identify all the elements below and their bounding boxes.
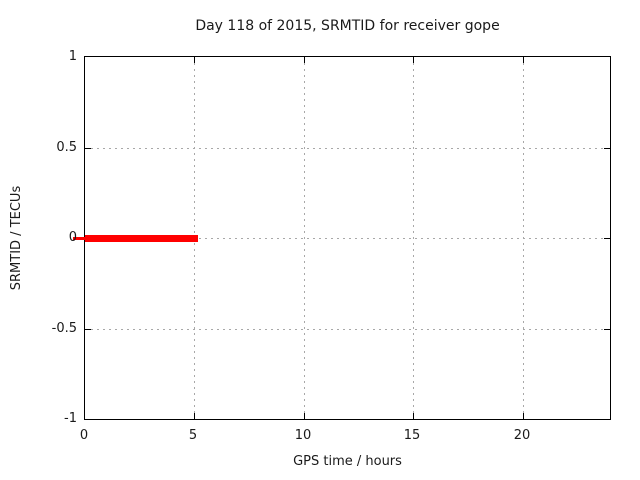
x-tick-label: 10 <box>294 428 312 443</box>
y-tick-right <box>604 329 610 330</box>
chart-title: Day 118 of 2015, SRMTID for receiver gop… <box>195 18 500 34</box>
x-tick-label: 5 <box>188 428 198 443</box>
y-tick-label: 0.5 <box>56 140 77 155</box>
plot-area <box>73 56 611 420</box>
x-tick-top <box>194 57 195 63</box>
x-tick-top <box>523 57 524 63</box>
y-tick-right <box>604 148 610 149</box>
y-tick-label: 0 <box>68 230 77 245</box>
x-tick-bottom <box>523 413 524 419</box>
y-tick-label: -0.5 <box>51 321 77 336</box>
x-tick-bottom <box>413 413 414 419</box>
grid-line-y <box>85 238 610 239</box>
series-line-srmtid <box>85 235 198 242</box>
x-tick-top <box>304 57 305 63</box>
x-tick-bottom <box>194 413 195 419</box>
x-tick-bottom <box>304 413 305 419</box>
y-tick-left <box>85 148 91 149</box>
y-tick-label: 1 <box>68 49 77 64</box>
grid-line-y <box>85 148 610 149</box>
x-tick-top <box>413 57 414 63</box>
x-tick-label: 0 <box>79 428 89 443</box>
x-tick-label: 15 <box>403 428 421 443</box>
x-tick-label: 20 <box>513 428 531 443</box>
y-tick-label: -1 <box>64 411 77 426</box>
y-tick-right <box>604 238 610 239</box>
x-axis-label: GPS time / hours <box>293 454 402 469</box>
series-start-cap <box>73 237 85 240</box>
y-tick-left <box>85 329 91 330</box>
grid-line-y <box>85 329 610 330</box>
